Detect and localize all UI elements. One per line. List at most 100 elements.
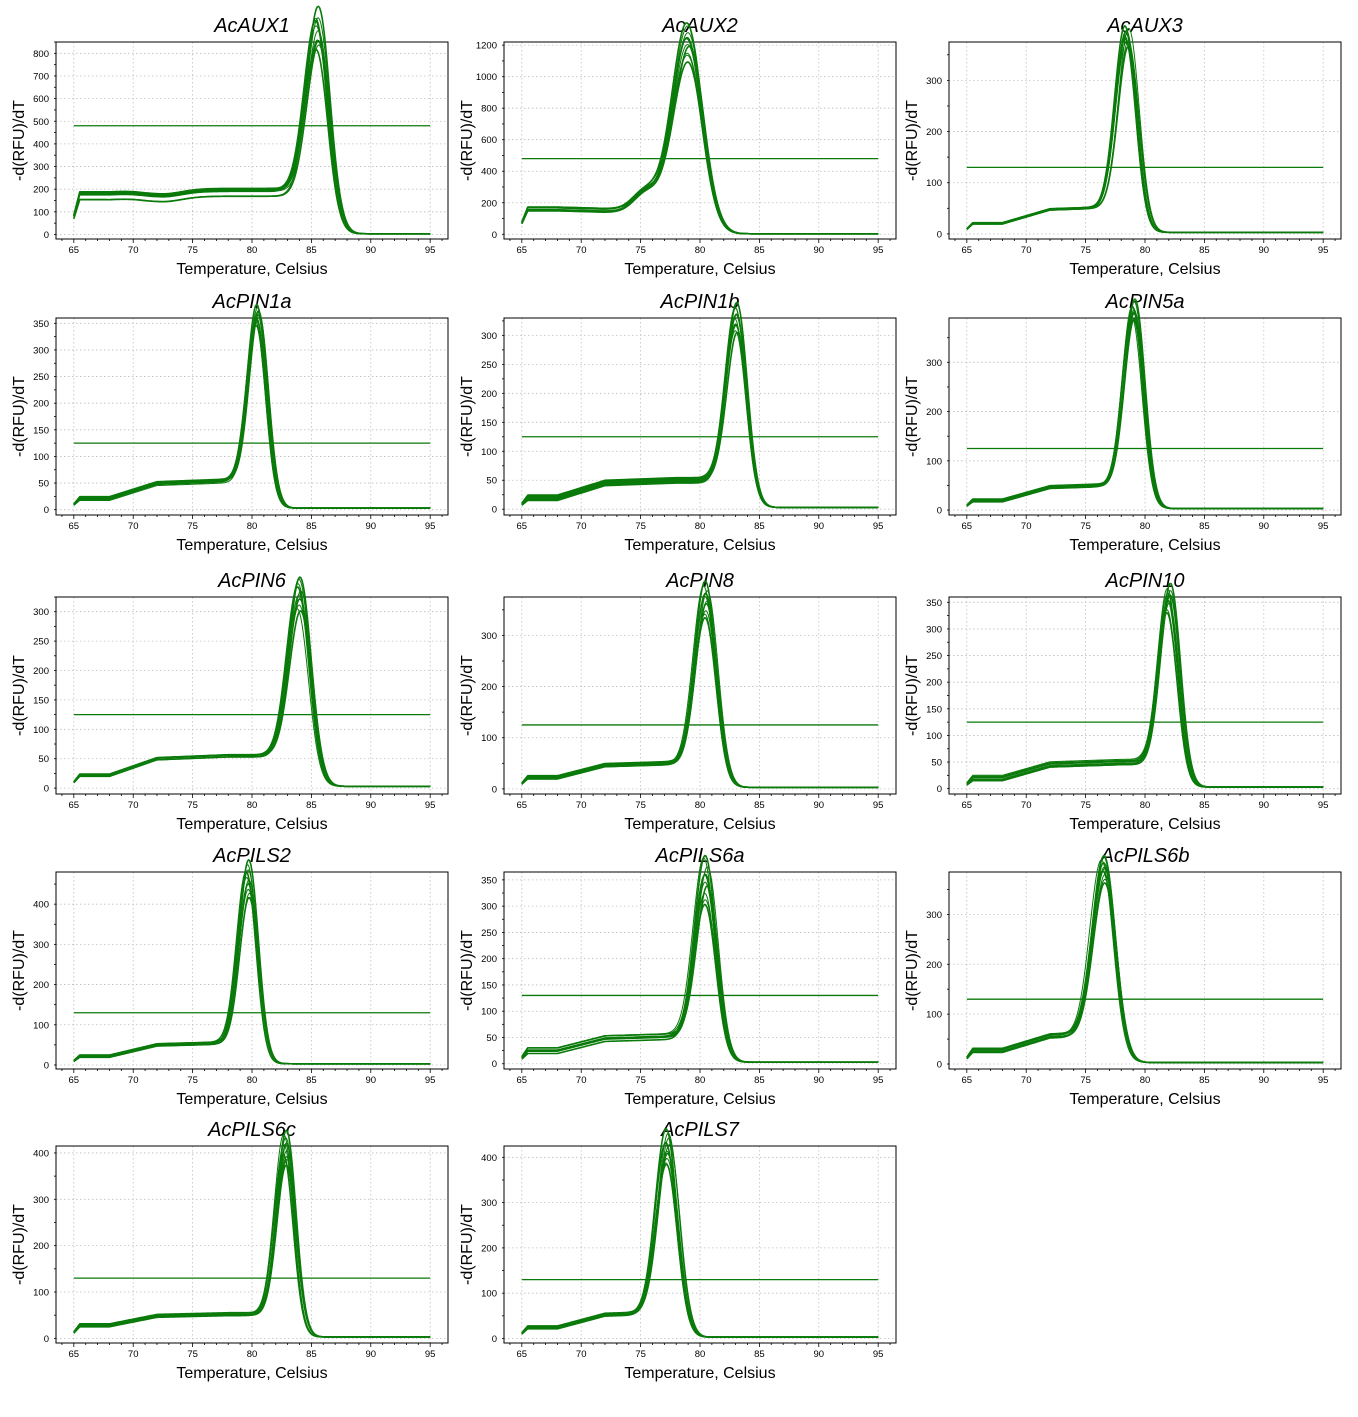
x-tick-label: 90 [365,1349,376,1360]
x-tick-label: 75 [187,521,198,532]
x-tick-label: 85 [754,1349,765,1360]
y-tick-label: 300 [926,910,942,921]
chart-panel-AcAUX3: AcAUX3 65 70 75 80 85 90 95 0 100 200 300 Temperatur… [904,15,1342,278]
melt-curve [521,22,879,235]
x-tick-label: 75 [187,800,198,811]
chart-panel-AcPILS6a: AcPILS6a 65 70 75 80 85 90 95 0 50 100 150 200 250 300… [459,845,897,1108]
melt-curve [521,884,879,1063]
y-axis-label: -d(RFU)/dT [459,376,476,457]
y-tick-label: 250 [33,637,49,648]
plot-frame [948,871,1342,1070]
melt-curve [966,855,1324,1064]
grid [56,597,448,794]
x-tick-label: 95 [425,800,436,811]
melt-curves [73,303,431,509]
y-tick-label: 200 [481,954,497,965]
y-tick-label: 400 [33,900,49,911]
chart-title: AcPILS2 [212,845,291,867]
x-tick-label: 90 [813,1075,824,1086]
melt-curves [73,576,431,788]
x-tick-label: 75 [1080,521,1091,532]
melt-curve [966,878,1324,1064]
x-tick-label: 85 [754,800,765,811]
x-tick-label: 85 [754,1075,765,1086]
chart-panel-AcAUX1: AcAUX1 65 70 75 80 85 90 95 0 100 200 300 400 500 600 7… [11,5,449,278]
x-tick-label: 65 [517,245,528,256]
chart-panel-AcPILS7: AcPILS7 65 70 75 80 85 90 95 0 100 200 300 400 Temper… [459,1119,897,1382]
y-tick-label: 0 [44,784,49,795]
melt-curve [73,39,431,235]
x-tick-label: 85 [1199,1075,1210,1086]
x-tick-label: 90 [1258,800,1269,811]
x-axis-label: Temperature, Celsius [1069,537,1220,554]
melt-curve [73,1129,431,1338]
melt-curve [73,576,431,788]
y-tick-label: 100 [926,456,942,467]
y-tick-label: 0 [492,784,497,795]
chart-panel-AcPILS6b: AcPILS6b 65 70 75 80 85 90 95 0 100 200 300 Temperat… [904,845,1342,1108]
grid [949,872,1341,1069]
x-tick-label: 95 [425,1349,436,1360]
melt-curves [73,858,431,1065]
grid [949,42,1341,239]
x-tick-label: 90 [365,800,376,811]
x-tick-label: 95 [425,521,436,532]
y-tick-label: 400 [481,1153,497,1164]
y-tick-label: 0 [937,784,942,795]
x-tick-label: 65 [69,800,80,811]
y-tick-label: 0 [492,230,497,241]
y-tick-label: 100 [481,1289,497,1300]
melt-curve [521,1141,879,1338]
y-tick-label: 500 [33,117,49,128]
chart-panel-AcPIN6: AcPIN6 65 70 75 80 85 90 95 0 50 100 150 200 250 300 Te… [11,570,449,833]
y-tick-label: 250 [926,651,942,662]
x-axis-label: Temperature, Celsius [176,1091,327,1108]
x-tick-label: 90 [365,1075,376,1086]
x-axis-label: Temperature, Celsius [1069,816,1220,833]
y-tick-label: 600 [33,94,49,105]
x-tick-label: 65 [962,521,973,532]
y-tick-label: 200 [926,678,942,689]
melt-curves [73,1129,431,1338]
x-axis-label: Temperature, Celsius [624,816,775,833]
y-tick-label: 150 [33,425,49,436]
x-tick-label: 75 [187,1075,198,1086]
melt-curve [521,580,879,789]
grid [504,1146,896,1343]
y-tick-label: 350 [33,319,49,330]
chart-title: AcPIN8 [665,570,734,592]
y-tick-label: 50 [38,479,49,490]
y-tick-label: 50 [38,754,49,765]
y-tick-label: 0 [492,1059,497,1070]
y-tick-label: 250 [481,360,497,371]
grid [504,42,896,239]
y-tick-label: 100 [481,447,497,458]
melt-curve [521,1128,879,1338]
y-tick-label: 800 [481,104,497,115]
y-axis-label: -d(RFU)/dT [904,930,921,1011]
chart-panel-AcPIN1a: AcPIN1a 65 70 75 80 85 90 95 0 50 100 150 200 250 300 3… [11,291,449,554]
x-tick-label: 70 [576,521,587,532]
x-tick-label: 75 [635,1349,646,1360]
x-axis-label: Temperature, Celsius [1069,261,1220,278]
y-axis-label: -d(RFU)/dT [459,930,476,1011]
x-axis-label: Temperature, Celsius [624,1091,775,1108]
chart-panel-AcPILS6c: AcPILS6c 65 70 75 80 85 90 95 0 100 200 300 400 Tempe… [11,1119,449,1382]
x-tick-label: 70 [1021,521,1032,532]
x-tick-label: 95 [873,1075,884,1086]
x-tick-label: 90 [813,521,824,532]
chart-panel-AcPIN8: AcPIN8 65 70 75 80 85 90 95 0 100 200 300 Temperatur… [459,570,897,833]
y-tick-label: 0 [44,1060,49,1071]
y-tick-label: 150 [926,704,942,715]
x-tick-label: 80 [695,521,706,532]
melt-curve [73,870,431,1065]
x-tick-label: 95 [873,245,884,256]
y-tick-label: 200 [926,127,942,138]
x-axis-label: Temperature, Celsius [176,537,327,554]
y-tick-label: 200 [481,198,497,209]
x-tick-label: 75 [1080,800,1091,811]
chart-title: AcPILS7 [660,1119,740,1141]
melt-curve [73,1144,431,1338]
x-tick-label: 85 [306,800,317,811]
x-tick-label: 65 [69,521,80,532]
